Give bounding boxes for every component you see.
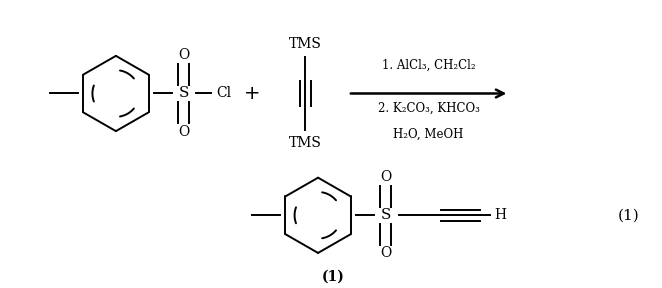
Text: S: S [381,208,391,222]
Text: TMS: TMS [289,136,322,150]
Text: O: O [380,170,391,184]
Text: O: O [178,125,189,139]
Text: O: O [380,247,391,260]
Text: 1. AlCl₃, CH₂Cl₂: 1. AlCl₃, CH₂Cl₂ [382,59,475,72]
Text: TMS: TMS [289,37,322,51]
Text: 2. K₂CO₃, KHCO₃: 2. K₂CO₃, KHCO₃ [377,101,479,114]
Text: S: S [179,86,189,101]
Text: O: O [178,48,189,62]
Text: H: H [495,208,506,222]
Text: H₂O, MeOH: H₂O, MeOH [393,128,464,141]
Text: +: + [244,84,261,103]
Text: (1): (1) [322,270,344,284]
Text: Cl: Cl [216,86,231,101]
Text: (1): (1) [618,208,639,222]
